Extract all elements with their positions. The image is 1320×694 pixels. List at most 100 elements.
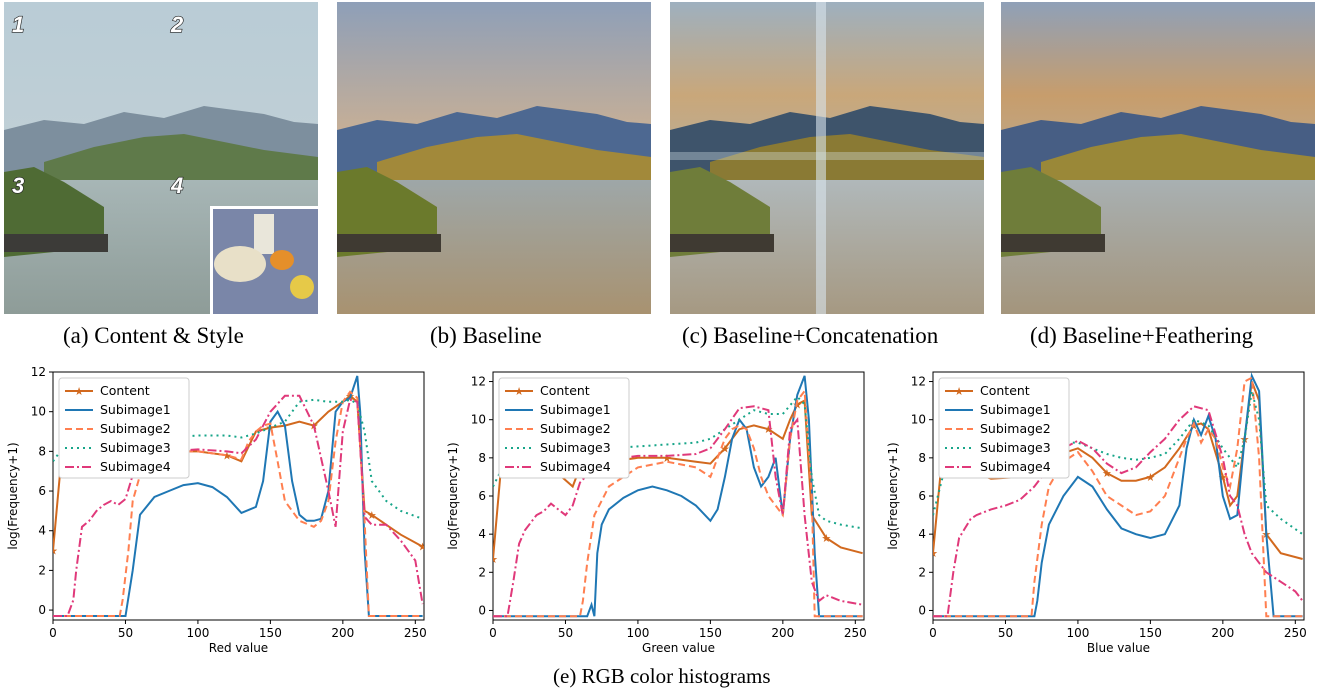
series-line-subimage2 [493, 388, 863, 618]
legend: ★ Content Subimage1 Subimage2 Subimage3 Subim… [938, 377, 1070, 479]
legend-label: Subimage2 [540, 421, 611, 436]
y-tick-label: 6 [478, 489, 486, 503]
series-line-subimage2 [933, 376, 1303, 618]
y-tick-label: 10 [31, 405, 46, 419]
x-tick-label: 250 [1284, 626, 1307, 640]
legend-label: Subimage2 [980, 421, 1051, 436]
legend-label: Subimage4 [540, 459, 611, 474]
green-histogram: 0 50 100 150 200 250 0 2 4 6 8 10 12 Green value log(F… [440, 362, 880, 667]
content-marker: ★ [222, 450, 232, 462]
y-axis-label: log(Frequency+1) [446, 442, 460, 549]
legend-label: Subimage1 [100, 402, 171, 417]
series-line-subimage1 [53, 375, 423, 617]
y-tick-label: 0 [918, 603, 926, 617]
content-marker: ★ [1145, 472, 1155, 484]
y-tick-label: 12 [911, 375, 926, 389]
y-tick-label: 6 [918, 489, 926, 503]
y-tick-label: 4 [478, 527, 486, 541]
y-tick-label: 2 [38, 563, 46, 577]
x-tick-label: 0 [489, 626, 497, 640]
caption-d: (d) Baseline+Feathering [1030, 323, 1254, 348]
y-tick-label: 8 [38, 444, 46, 458]
content-marker: ★ [928, 548, 938, 560]
x-tick-label: 200 [331, 626, 354, 640]
series-line-subimage4 [933, 405, 1304, 618]
x-axis-label: Green value [642, 641, 715, 655]
concatenation-image [670, 2, 984, 314]
x-tick-label: 50 [558, 626, 573, 640]
y-tick-label: 12 [471, 375, 486, 389]
y-tick-label: 6 [38, 484, 46, 498]
legend-label: Content [980, 383, 1030, 398]
blue-histogram: 0 50 100 150 200 250 0 2 4 6 8 10 12 Blue value log(Fr… [880, 362, 1320, 667]
legend-label: Subimage4 [980, 459, 1051, 474]
legend-label: Subimage4 [100, 459, 171, 474]
caption-a: (a) Content & Style [63, 323, 244, 348]
content-marker: ★ [662, 453, 672, 465]
x-tick-label: 150 [1139, 626, 1162, 640]
y-tick-label: 10 [911, 413, 926, 427]
content-marker: ★ [488, 554, 498, 566]
x-tick-label: 100 [1066, 626, 1089, 640]
legend-label: Content [100, 383, 150, 398]
x-tick-label: 150 [699, 626, 722, 640]
series-line-subimage1 [493, 375, 863, 618]
legend-marker: ★ [514, 386, 524, 398]
x-tick-label: 200 [771, 626, 794, 640]
x-tick-label: 250 [404, 626, 427, 640]
y-tick-label: 10 [471, 413, 486, 427]
content-marker: ★ [48, 546, 58, 558]
content-marker: ★ [367, 510, 377, 522]
legend: ★ Content Subimage1 Subimage2 Subimage3 Subim… [498, 377, 630, 479]
legend-label: Content [540, 383, 590, 398]
x-tick-label: 100 [186, 626, 209, 640]
legend-label: Subimage3 [980, 440, 1051, 455]
red-histogram: 0 50 100 150 200 250 0 2 4 6 8 10 12 Red value log(Fre… [0, 362, 440, 667]
y-tick-label: 2 [918, 565, 926, 579]
legend-marker: ★ [954, 386, 964, 398]
y-tick-label: 0 [38, 603, 46, 617]
legend: ★ Content Subimage1 Subimage2 Subimage3 Subim… [58, 377, 190, 479]
region-label-3: 3 [12, 173, 24, 198]
legend-label: Subimage2 [100, 421, 171, 436]
content-marker: ★ [821, 533, 831, 545]
y-axis-label: log(Frequency+1) [886, 442, 900, 549]
x-tick-label: 150 [259, 626, 282, 640]
y-tick-label: 4 [918, 527, 926, 541]
content-style-image: 1 2 3 4 [4, 2, 318, 314]
caption-b: (b) Baseline [430, 323, 542, 348]
y-axis-label: log(Frequency+1) [6, 442, 20, 549]
y-tick-label: 2 [478, 565, 486, 579]
legend-label: Subimage1 [980, 402, 1051, 417]
region-label-4: 4 [170, 173, 183, 198]
series-line-subimage4 [53, 394, 424, 617]
content-marker: ★ [720, 443, 730, 455]
y-tick-label: 12 [31, 365, 46, 379]
series-line-subimage2 [53, 390, 423, 617]
x-tick-label: 250 [844, 626, 867, 640]
region-label-2: 2 [170, 12, 184, 37]
feathering-image [1001, 2, 1315, 314]
legend-label: Subimage3 [540, 440, 611, 455]
x-tick-label: 50 [118, 626, 133, 640]
caption-c: (c) Baseline+Concatenation [682, 323, 939, 348]
baseline-image [337, 2, 651, 314]
figure-caption: (e) RGB color histograms [553, 664, 771, 688]
y-tick-label: 0 [478, 603, 486, 617]
legend-label: Subimage3 [100, 440, 171, 455]
x-tick-label: 0 [929, 626, 937, 640]
x-tick-label: 50 [998, 626, 1013, 640]
series-line-subimage1 [933, 372, 1303, 618]
legend-marker: ★ [74, 386, 84, 398]
x-tick-label: 0 [49, 626, 57, 640]
series-line-subimage4 [493, 405, 863, 618]
x-axis-label: Blue value [1087, 641, 1150, 655]
content-marker: ★ [1218, 472, 1228, 484]
x-tick-label: 100 [626, 626, 649, 640]
legend-label: Subimage1 [540, 402, 611, 417]
content-marker: ★ [763, 424, 773, 436]
region-label-1: 1 [12, 12, 24, 37]
content-marker: ★ [1189, 420, 1199, 432]
y-tick-label: 4 [38, 524, 46, 538]
content-marker: ★ [1102, 468, 1112, 480]
